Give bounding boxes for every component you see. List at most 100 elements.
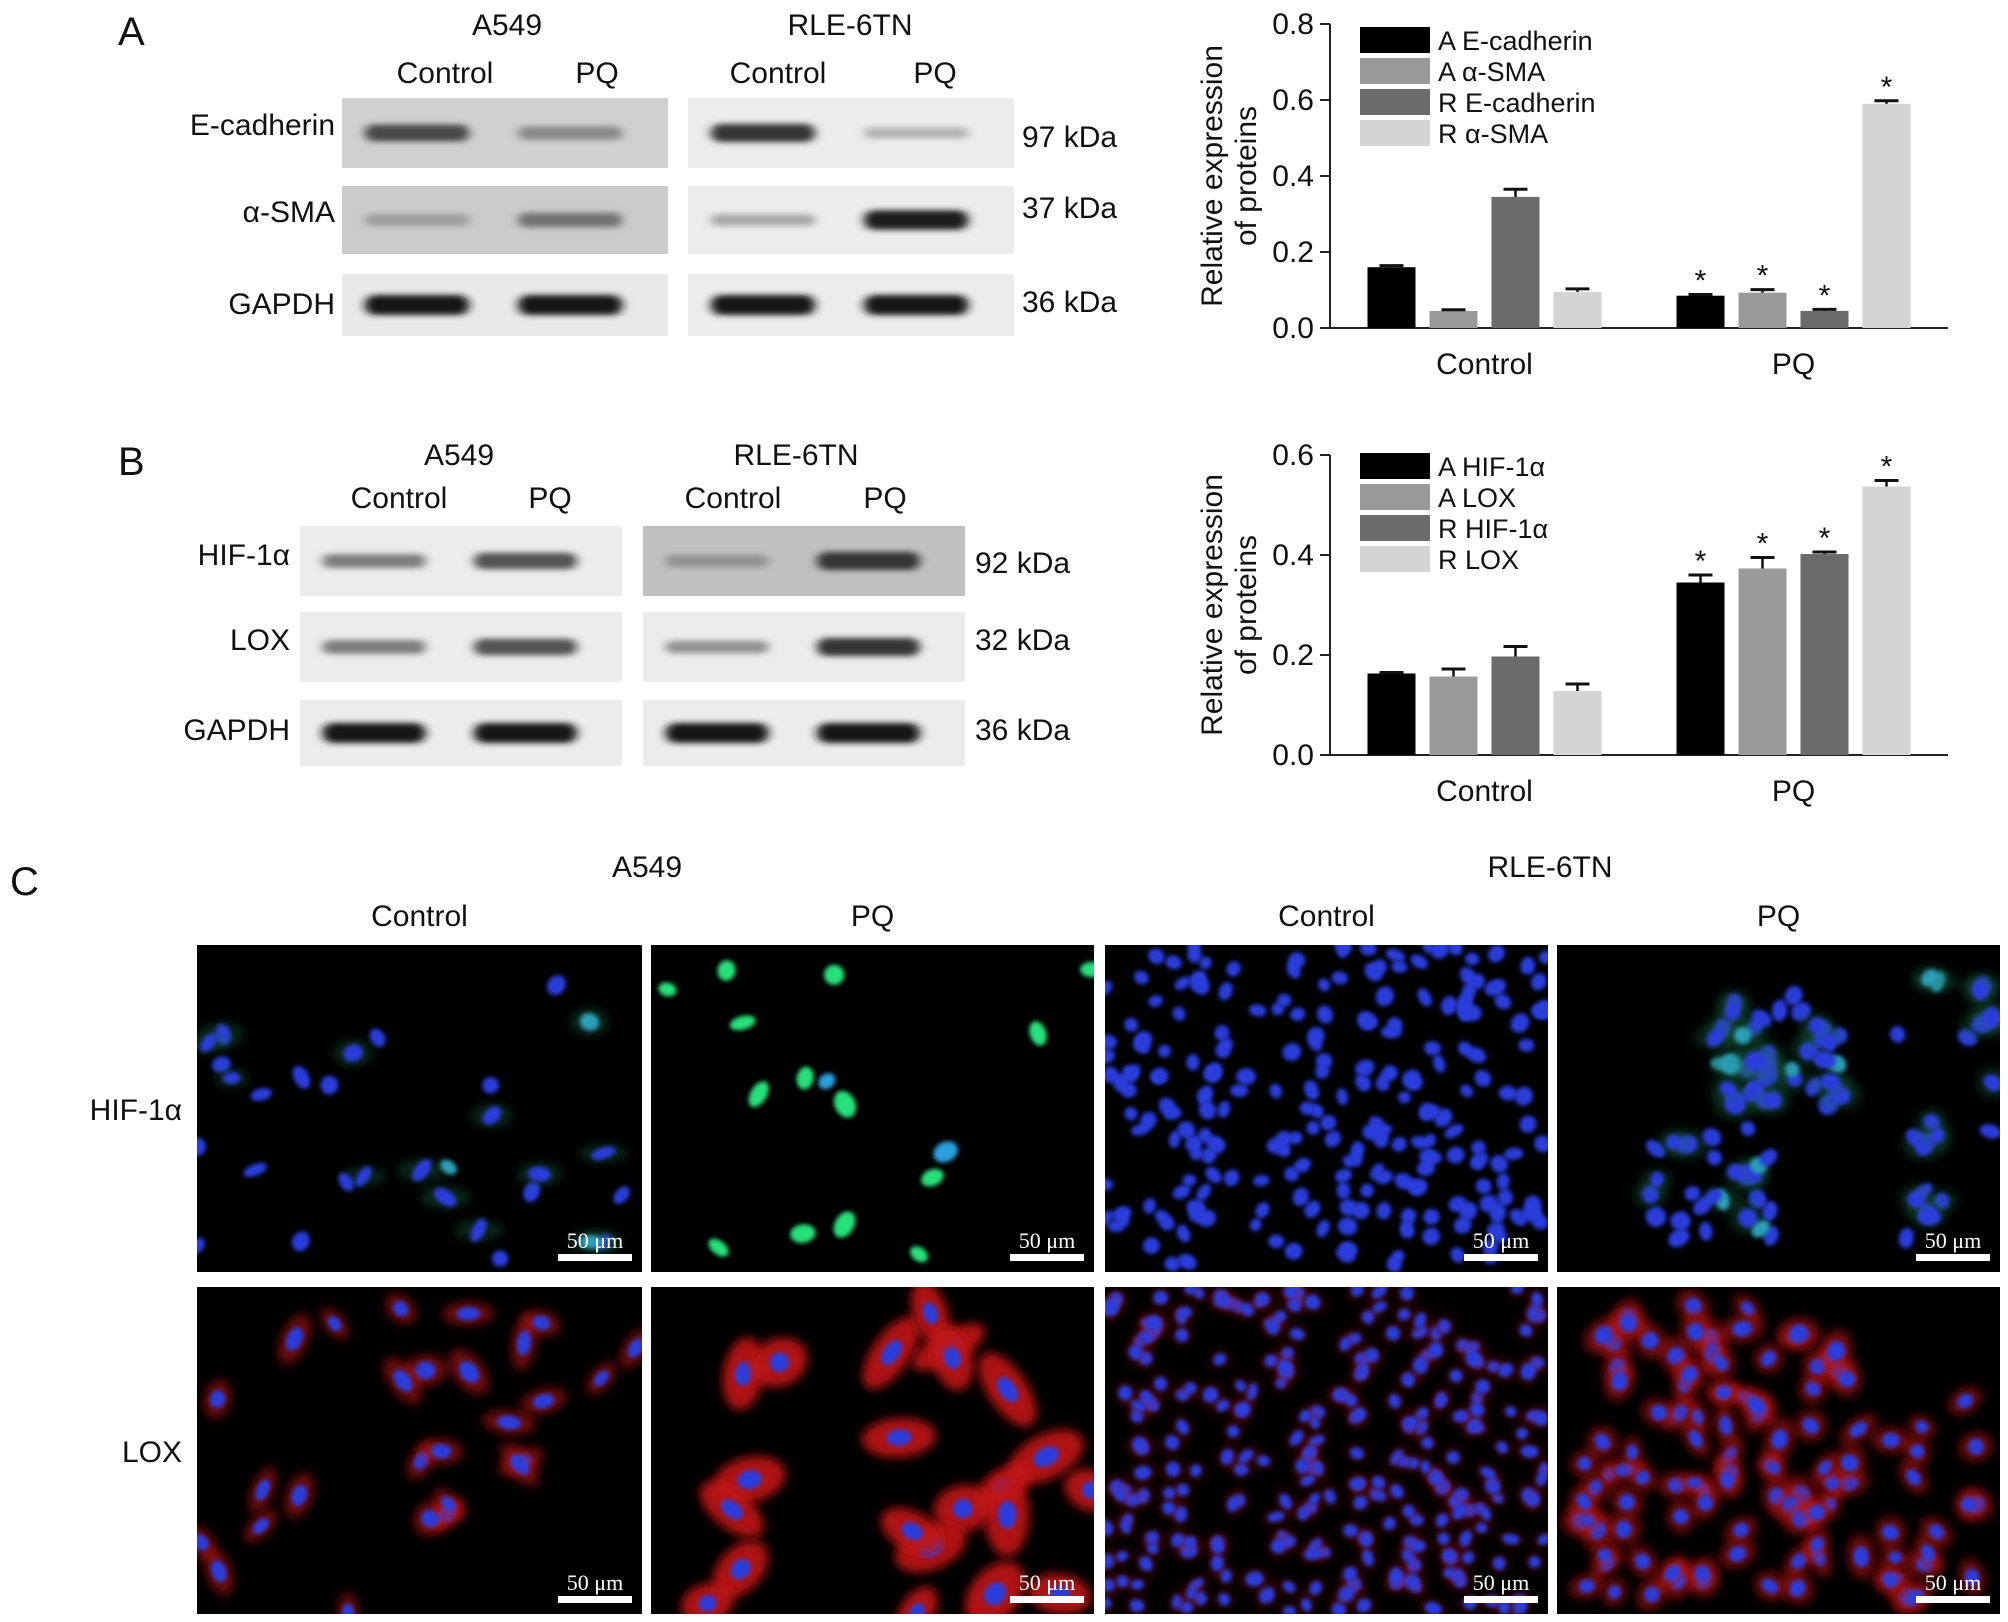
nucleus xyxy=(1611,1372,1628,1391)
micrograph-condition-label: PQ xyxy=(851,900,894,933)
blot-band xyxy=(473,638,577,656)
nucleus xyxy=(1264,1354,1278,1368)
nucleus xyxy=(1489,1202,1506,1223)
nucleus xyxy=(1105,1578,1115,1592)
bar xyxy=(1491,656,1540,755)
nucleus xyxy=(1531,1292,1543,1308)
nucleus xyxy=(1784,985,1803,1006)
nucleus xyxy=(1116,1575,1129,1588)
blot-kda-label: 92 kDa xyxy=(975,547,1070,580)
nucleus xyxy=(1238,1449,1254,1463)
nucleus xyxy=(1688,1430,1703,1448)
scale-bar-label: 50 μm xyxy=(567,1570,623,1595)
blot-band xyxy=(864,127,969,139)
nucleus xyxy=(1732,1321,1753,1337)
nucleus xyxy=(1256,1292,1270,1305)
legend-label: A HIF-1α xyxy=(1438,452,1545,482)
western-blot-panel-b xyxy=(300,526,965,766)
scale-bar xyxy=(1916,1596,1990,1603)
scale-bar-label: 50 μm xyxy=(1019,1228,1075,1253)
nucleus xyxy=(1364,1347,1379,1363)
nucleus xyxy=(909,1603,925,1614)
blot-condition-label: Control xyxy=(351,482,448,515)
nucleus xyxy=(1259,1586,1275,1604)
scale-bar-label: 50 μm xyxy=(1925,1228,1981,1253)
blot-band xyxy=(473,723,577,743)
nucleus xyxy=(1417,988,1432,1007)
nucleus xyxy=(1960,1497,1977,1512)
bar-chart-a: 0.0 0.2 0.4 0.6 0.8 Relative expression of pro… xyxy=(1196,8,1948,381)
blot-band xyxy=(665,640,769,654)
nucleus xyxy=(243,1162,268,1177)
nucleus xyxy=(1452,1409,1470,1423)
blot-band xyxy=(665,723,769,743)
nucleus xyxy=(1143,1198,1156,1214)
nucleus xyxy=(1537,1533,1548,1545)
nucleus xyxy=(1726,1163,1744,1181)
nucleus xyxy=(1133,970,1149,985)
nucleus xyxy=(341,1603,354,1614)
nucleus xyxy=(1920,1544,1936,1562)
blot-protein-label: LOX xyxy=(230,624,290,657)
nucleus xyxy=(1220,1448,1234,1465)
blot-protein-label: GAPDH xyxy=(228,288,335,321)
nucleus xyxy=(1594,1325,1614,1345)
nucleus xyxy=(1316,1005,1334,1024)
nucleus xyxy=(430,1443,452,1459)
nucleus xyxy=(1759,1148,1778,1167)
nucleus xyxy=(833,1090,857,1118)
nucleus xyxy=(1813,1051,1837,1069)
nucleus xyxy=(1148,995,1163,1007)
nucleus xyxy=(1849,1421,1867,1438)
nucleus xyxy=(1771,999,1788,1022)
blot-kda-label: 97 kDa xyxy=(1022,121,1117,154)
nucleus xyxy=(1492,1229,1508,1244)
nucleus xyxy=(1153,1290,1169,1305)
blot-cell-line-label: RLE-6TN xyxy=(787,9,912,42)
nucleus xyxy=(1214,1025,1230,1041)
nucleus xyxy=(1186,1199,1206,1214)
nucleus xyxy=(1391,1136,1407,1152)
nucleus xyxy=(1420,1460,1431,1475)
nucleus xyxy=(1334,1168,1352,1183)
nucleus xyxy=(440,1159,457,1175)
nucleus xyxy=(1189,1146,1204,1161)
nucleus xyxy=(1538,950,1548,964)
nucleus xyxy=(1249,1218,1262,1231)
nucleus xyxy=(1359,945,1377,956)
blot-band xyxy=(473,552,577,570)
nucleus xyxy=(1343,1524,1358,1537)
nucleus xyxy=(1356,1363,1369,1380)
nucleus xyxy=(1462,1551,1475,1564)
nucleus xyxy=(1686,1477,1703,1489)
nucleus xyxy=(458,1361,480,1383)
nucleus xyxy=(886,1429,912,1446)
nucleus xyxy=(532,1393,555,1409)
nucleus xyxy=(1577,1456,1592,1471)
nucleus xyxy=(1196,1085,1214,1106)
nucleus xyxy=(1704,1188,1723,1205)
nucleus xyxy=(200,1033,217,1052)
nucleus xyxy=(1306,1120,1320,1135)
nucleus xyxy=(197,1237,205,1255)
nucleus xyxy=(1124,1017,1139,1032)
nucleus xyxy=(1248,1004,1267,1017)
nucleus xyxy=(1619,1315,1638,1332)
nucleus xyxy=(1740,1301,1755,1316)
nucleus xyxy=(1436,1395,1448,1407)
nucleus xyxy=(1245,1571,1264,1587)
nucleus xyxy=(1303,1080,1320,1101)
nucleus xyxy=(1375,1170,1393,1185)
nucleus xyxy=(441,1496,456,1512)
nucleus xyxy=(1404,1573,1420,1589)
nucleus xyxy=(720,1499,743,1520)
nucleus xyxy=(1282,1606,1297,1614)
nucleus xyxy=(1520,1445,1539,1458)
blot-band xyxy=(518,295,623,315)
nucleus xyxy=(1206,1062,1223,1081)
nucleus xyxy=(1697,1495,1713,1511)
nucleus xyxy=(1465,1349,1481,1367)
blot-band xyxy=(864,295,969,315)
nucleus xyxy=(1383,1516,1396,1531)
x-tick-label: Control xyxy=(1436,348,1533,381)
